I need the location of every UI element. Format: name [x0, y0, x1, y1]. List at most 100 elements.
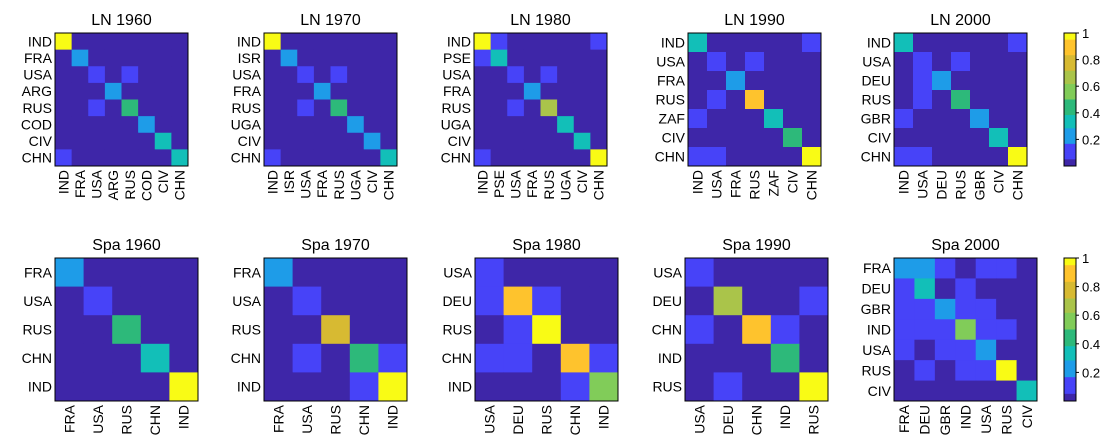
heatmap-cell — [996, 339, 1017, 361]
y-tick-label: IND — [447, 33, 471, 49]
heatmap-cell — [503, 258, 533, 287]
heatmap-cell — [88, 66, 106, 84]
heatmap-cell — [913, 109, 933, 129]
colorbar-tick-label: 0.2 — [1082, 365, 1100, 380]
heatmap-cell — [55, 49, 73, 67]
heatmap-cell — [540, 99, 558, 117]
heatmap-cell — [264, 82, 282, 100]
colorbar-tick-label: 1 — [1082, 251, 1089, 266]
heatmap-cell — [474, 66, 492, 84]
heatmap-cell — [914, 339, 936, 361]
heatmap-cell — [380, 66, 398, 84]
colorbar-segment — [1064, 128, 1076, 132]
colorbar-tick-label: 0.6 — [1082, 79, 1100, 94]
heatmap-cell — [171, 66, 189, 84]
heatmap-cell — [764, 90, 784, 110]
x-tick-label: IND — [385, 405, 401, 429]
heatmap-cell — [532, 286, 562, 316]
colorbar-segment — [1064, 324, 1076, 328]
heatmap-cell — [138, 149, 156, 167]
heatmap-cell — [557, 132, 575, 150]
heatmap-cell — [474, 33, 492, 51]
heatmap-cell — [104, 99, 122, 117]
y-tick-label: RUS — [231, 100, 261, 116]
heatmap-cell — [71, 33, 89, 51]
heatmap-cell — [280, 33, 298, 51]
heatmap-cell — [154, 82, 172, 100]
heatmap-cell — [380, 33, 398, 51]
heatmap-cell — [590, 82, 608, 100]
heatmap-cell — [713, 343, 743, 373]
y-tick-label: FRA — [443, 83, 472, 99]
colorbar-segment — [1064, 367, 1076, 371]
heatmap-cell — [685, 286, 714, 316]
colorbar-segment — [1064, 293, 1076, 297]
heatmap-cell — [970, 71, 990, 91]
heatmap-cell — [932, 109, 952, 129]
heatmap-cell — [745, 128, 765, 148]
heatmap-cell — [363, 116, 381, 134]
y-tick-label: RUS — [655, 92, 685, 108]
heatmap-cell — [688, 71, 708, 91]
heatmap-cell — [955, 278, 977, 300]
colorbar-segment — [1064, 37, 1076, 41]
heatmap-cell — [707, 109, 727, 129]
panel-title: Spa 1990 — [722, 237, 791, 254]
heatmap-cell — [913, 90, 933, 110]
y-tick-label: CHN — [441, 150, 471, 166]
heatmap-cell — [313, 149, 331, 167]
heatmap-cell — [475, 258, 504, 287]
heatmap-cell — [280, 66, 298, 84]
heatmap-cell — [88, 132, 106, 150]
heatmap-cell — [726, 71, 746, 91]
heatmap-cell — [280, 116, 298, 134]
heatmap-cell — [321, 372, 351, 402]
colorbar-segment — [1064, 379, 1076, 383]
colorbar-segment — [1064, 44, 1076, 47]
heatmap-panel: LN 2000INDINDUSAUSADEUDEURUSRUSGBRGBRCIV… — [861, 12, 1028, 200]
heatmap-cell — [914, 278, 936, 300]
heatmap-cell — [783, 33, 803, 53]
heatmap-cell — [970, 147, 990, 167]
colorbar-segment — [1064, 161, 1076, 165]
y-tick-label: IND — [867, 322, 891, 338]
heatmap-cell — [932, 90, 952, 110]
heatmap-cell — [589, 315, 619, 345]
heatmap-panel: LN 1980INDINDPSEPSEUSAUSAFRAFRARUSRUSUGA… — [441, 12, 608, 200]
heatmap-cell — [557, 99, 575, 117]
heatmap-cell — [913, 71, 933, 91]
colorbar-segment — [1064, 154, 1076, 158]
heatmap-cell — [475, 343, 504, 373]
heatmap-cell — [474, 82, 492, 100]
y-tick-label: CHN — [231, 350, 261, 366]
y-tick-label: CIV — [238, 133, 262, 149]
colorbar-segment — [1064, 68, 1076, 72]
heatmap-cell — [783, 128, 803, 148]
y-tick-label: CIV — [29, 133, 53, 149]
heatmap-cell — [560, 343, 590, 373]
heatmap-cell — [503, 286, 533, 316]
heatmap-cell — [770, 286, 800, 316]
heatmap-cell — [970, 128, 990, 148]
heatmap-cell — [989, 109, 1009, 129]
heatmap-cell — [932, 52, 952, 72]
heatmap-cell — [989, 90, 1009, 110]
heatmap-cell — [71, 82, 89, 100]
colorbar-segment — [1064, 77, 1076, 81]
x-tick-label: RUS — [953, 170, 969, 200]
y-tick-label: USA — [656, 54, 685, 70]
heatmap-cell — [894, 128, 914, 148]
heatmap-cell — [573, 66, 591, 84]
x-tick-label: FRA — [61, 404, 77, 433]
colorbar-segment — [1064, 312, 1076, 316]
heatmap-cell — [742, 258, 772, 287]
heatmap-cell — [713, 315, 743, 345]
colorbar-segment — [1064, 39, 1076, 43]
y-tick-label: PSE — [443, 50, 471, 66]
heatmap-cell — [140, 315, 170, 345]
heatmap-cell — [523, 99, 541, 117]
heatmap-cell — [557, 82, 575, 100]
colorbar-tick-label: 0.4 — [1082, 106, 1100, 121]
colorbar-segment — [1064, 315, 1076, 319]
heatmap-cell — [783, 52, 803, 72]
